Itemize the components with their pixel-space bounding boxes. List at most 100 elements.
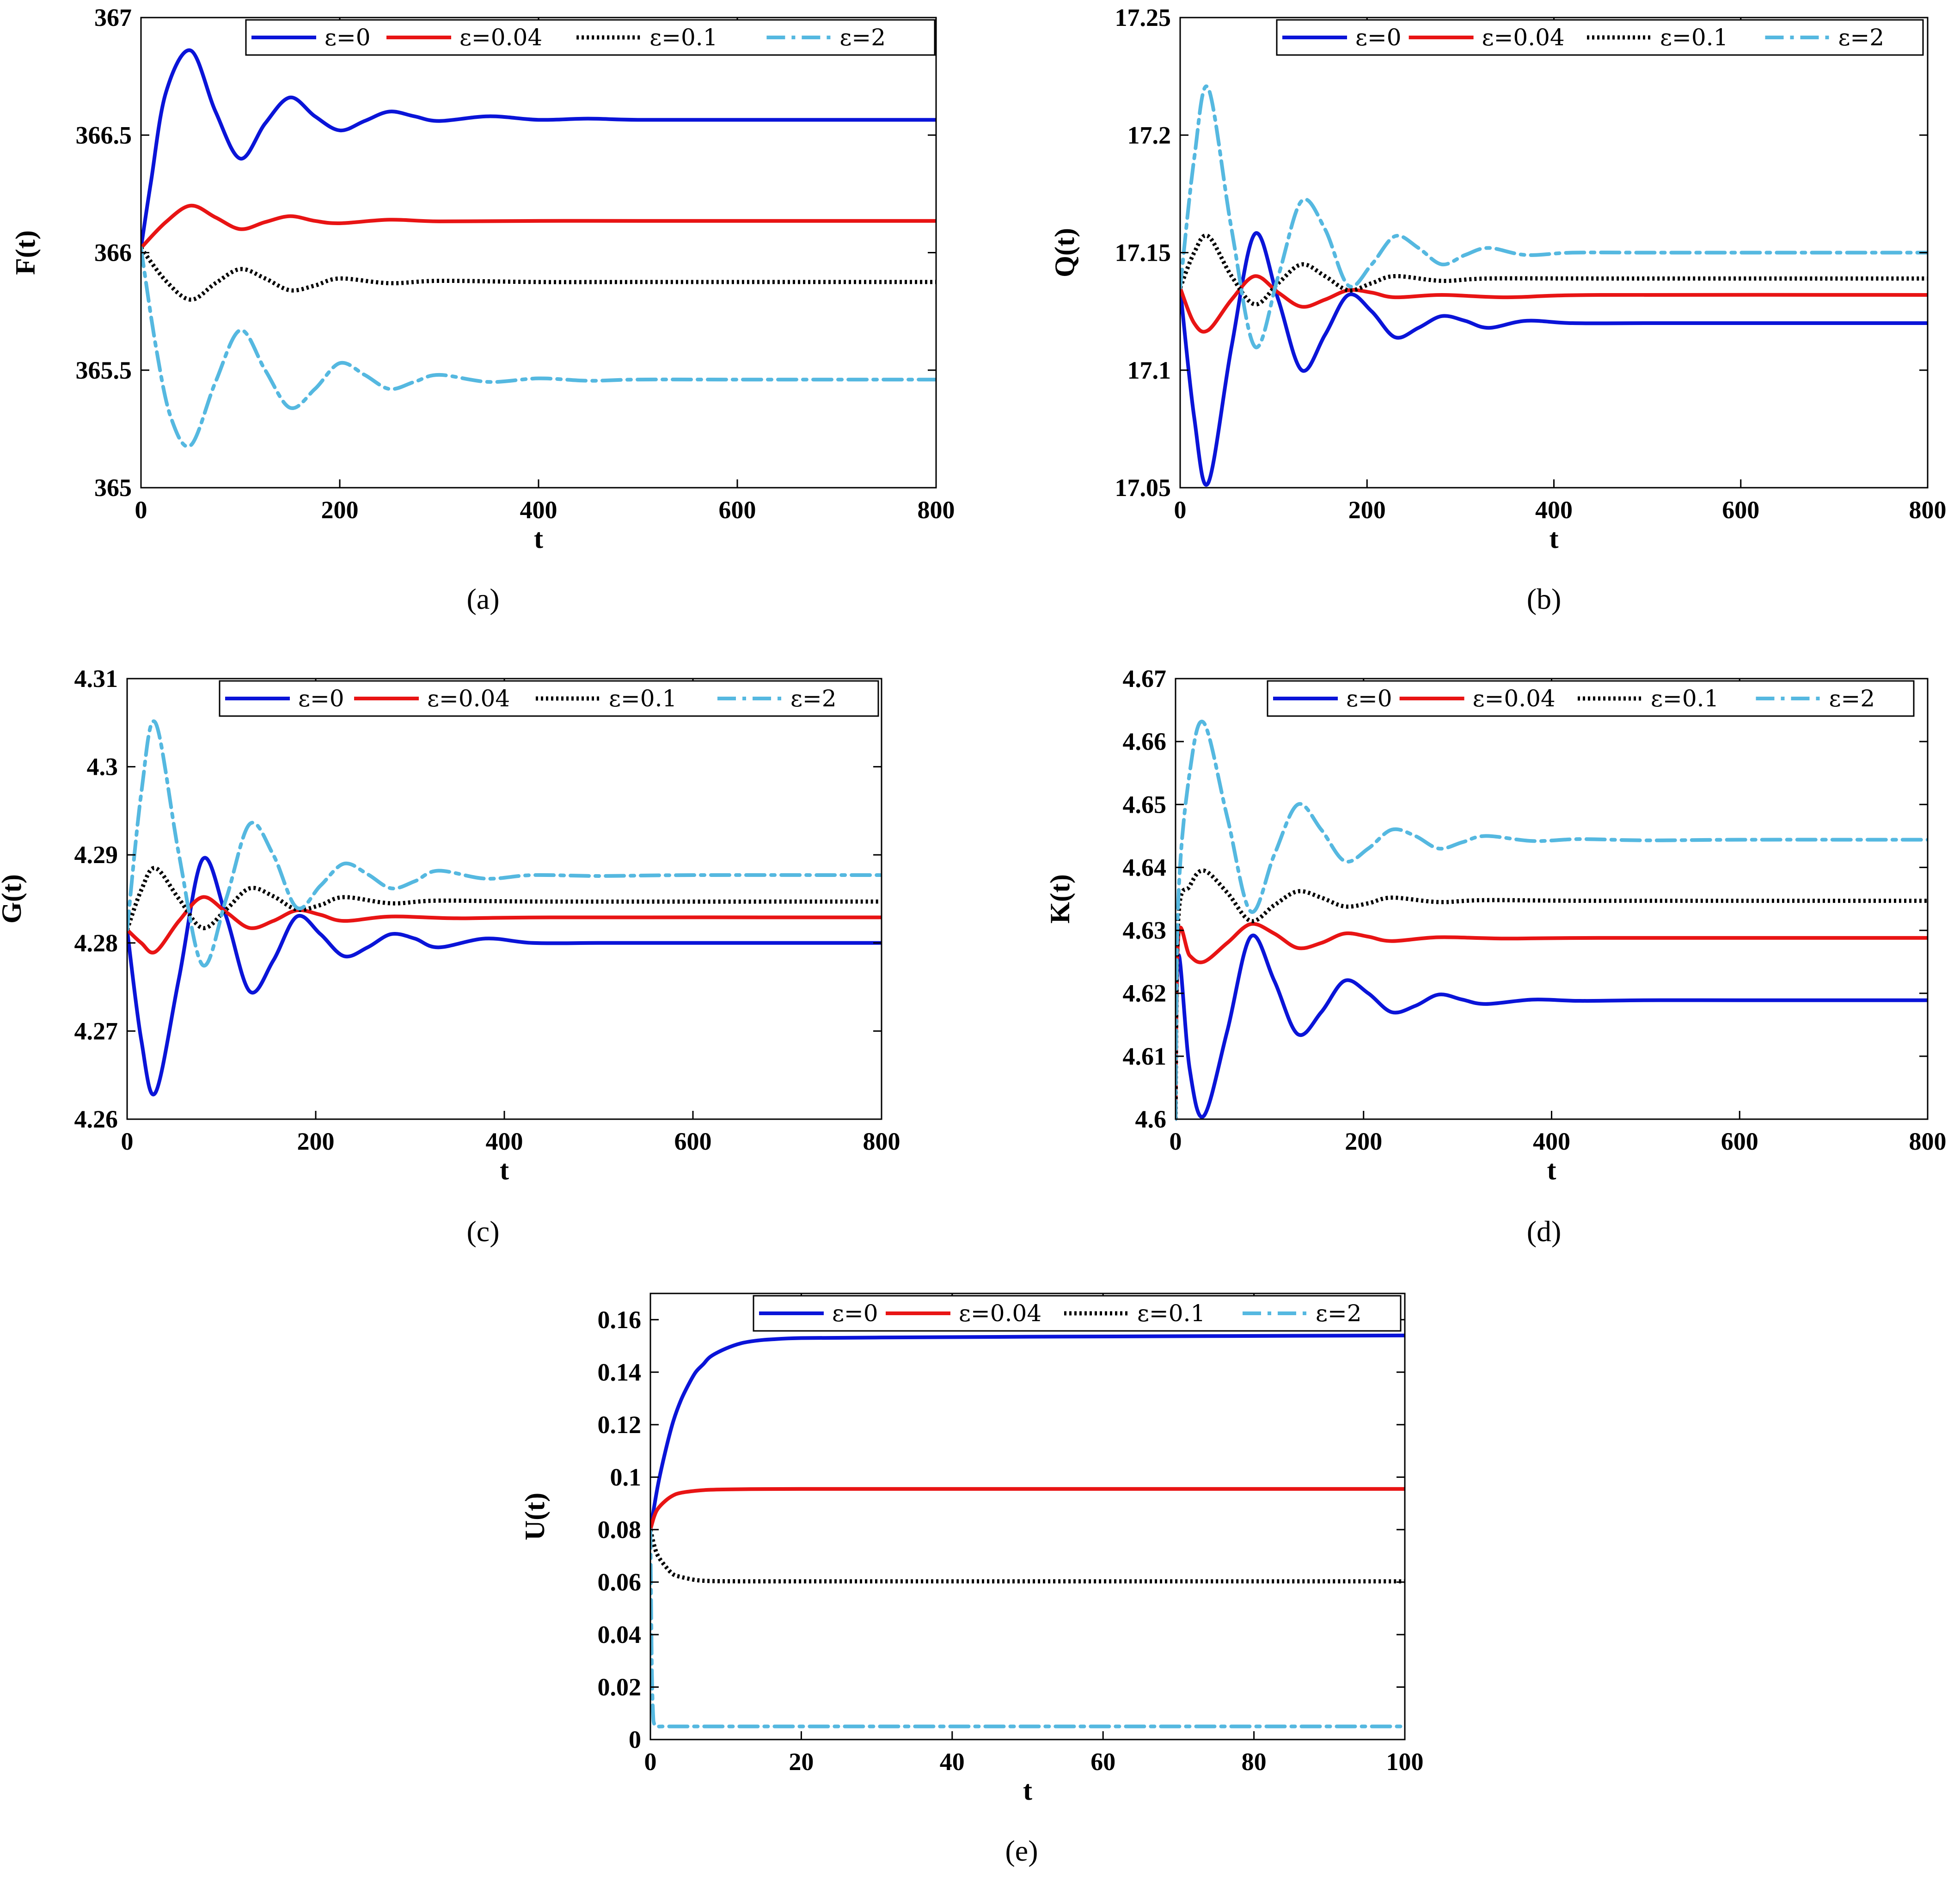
x-tick-label: 200: [297, 1127, 335, 1155]
legend-entry-2: ε=0.1: [1651, 685, 1719, 712]
legend-entry-2: ε=0.1: [1660, 24, 1728, 51]
legend-entry-3: ε=2: [839, 24, 886, 51]
y-tick-label: 4.26: [74, 1105, 118, 1133]
chart-panel-d: 0 200 400 600 800 4.6 4.61 4.62 4.63 4.64 4.65 4.66…: [1045, 665, 1947, 1248]
y-tick-label: 0.08: [598, 1516, 642, 1544]
x-tick-label: 600: [719, 496, 756, 524]
x-axis-label: t: [1547, 1155, 1556, 1185]
y-tick-label: 4.61: [1123, 1042, 1167, 1070]
x-tick-label: 20: [789, 1748, 814, 1776]
legend-a: ε=0 ε=0.04 ε=0.1 ε=2: [245, 19, 936, 56]
series-line-d-0: [1176, 933, 1928, 1121]
panel-label-c: (c): [466, 1215, 499, 1248]
series-line-a-3: [141, 246, 936, 448]
x-axis-label: t: [534, 523, 543, 554]
x-axis-label: t: [1023, 1775, 1032, 1806]
legend-entry-2: ε=0.1: [649, 24, 717, 51]
series-line-e-2: [650, 1529, 1405, 1584]
legend-entry-3: ε=2: [790, 685, 837, 712]
plot-frame-a: [140, 17, 937, 489]
y-tick-label: 4.63: [1123, 917, 1167, 944]
x-tick-label: 400: [486, 1127, 523, 1155]
x-tick-label: 0: [135, 496, 147, 524]
x-tick-label: 200: [1345, 1127, 1382, 1155]
x-tick-label: 800: [1909, 1127, 1947, 1155]
x-tick-label: 200: [321, 496, 359, 524]
legend-entry-1: ε=0.04: [427, 685, 510, 712]
series-line-e-1: [650, 1487, 1405, 1532]
y-tick-label: 0.16: [598, 1306, 642, 1334]
y-tick-label: 0.04: [598, 1621, 642, 1648]
x-tick-label: 60: [1090, 1748, 1115, 1776]
y-tick-label: 4.27: [74, 1017, 118, 1045]
y-tick-label: 17.2: [1127, 121, 1171, 149]
panel-label-d: (d): [1527, 1215, 1562, 1248]
legend-entry-1: ε=0.04: [1482, 24, 1565, 51]
y-tick-label: 4.29: [74, 841, 118, 869]
legend-entry-3: ε=2: [1838, 24, 1884, 51]
series-line-a-1: [141, 203, 936, 250]
y-tick-label: 365: [94, 474, 132, 502]
chart-panel-a: 0 200 400 600 800 365 365.5 366 366.5 367 t F(t) (a)…: [10, 4, 955, 615]
legend-entry-0: ε=0: [298, 685, 344, 712]
y-tick-label: 17.15: [1115, 239, 1171, 267]
legend-entry-2: ε=0.1: [609, 685, 677, 712]
y-tick-label: 4.6: [1135, 1105, 1167, 1133]
x-tick-label: 600: [674, 1127, 712, 1155]
y-axis-label: Q(t): [1049, 228, 1080, 277]
series-line-d-3: [1176, 719, 1928, 1121]
y-tick-label: 0.14: [598, 1358, 642, 1386]
y-tick-label: 0.06: [598, 1568, 642, 1596]
x-tick-label: 800: [1909, 496, 1947, 524]
legend-entry-0: ε=0: [832, 1300, 878, 1327]
chart-panel-b: 0 200 400 600 800 17.05 17.1 17.15 17.2 17.25 t Q(t…: [1049, 4, 1947, 615]
x-tick-label: 0: [1170, 1127, 1182, 1155]
y-tick-label: 4.65: [1123, 790, 1167, 818]
series-line-c-1: [127, 895, 882, 955]
y-tick-label: 365.5: [76, 356, 132, 384]
x-axis-label: t: [500, 1155, 509, 1185]
legend-c: ε=0 ε=0.04 ε=0.1 ε=2: [219, 680, 879, 717]
series-line-d-2: [1176, 868, 1928, 1120]
x-tick-label: 40: [940, 1748, 965, 1776]
y-tick-label: 17.1: [1127, 356, 1171, 384]
series-line-a-2: [141, 246, 936, 302]
x-tick-label: 0: [644, 1748, 657, 1776]
y-tick-label: 366.5: [76, 121, 132, 149]
legend-entry-2: ε=0.1: [1137, 1300, 1205, 1327]
y-tick-label: 17.05: [1115, 474, 1171, 502]
y-tick-label: 17.25: [1115, 4, 1171, 31]
y-tick-label: 0.02: [598, 1673, 642, 1701]
series-line-b-3: [1180, 84, 1928, 349]
panel-label-e: (e): [1005, 1834, 1038, 1867]
legend-entry-3: ε=2: [1316, 1300, 1362, 1327]
legend-entry-3: ε=2: [1829, 685, 1875, 712]
series-line-e-0: [650, 1333, 1405, 1532]
x-tick-label: 600: [1721, 1127, 1758, 1155]
chart-panel-e: 0 20 40 60 80 100 0 0.02 0.04 0.06 0.08 0.1 0.12 0.14…: [520, 1293, 1424, 1867]
x-tick-label: 600: [1722, 496, 1759, 524]
series-line-b-2: [1180, 233, 1928, 306]
legend-entry-0: ε=0: [1355, 24, 1402, 51]
legend-e: ε=0 ε=0.04 ε=0.1 ε=2: [753, 1295, 1402, 1332]
legend-entry-1: ε=0.04: [1473, 685, 1556, 712]
legend-entry-1: ε=0.04: [959, 1300, 1041, 1327]
chart-panel-c: 0 200 400 600 800 4.26 4.27 4.28 4.29 4.3 4.31 t G(t…: [0, 665, 900, 1248]
y-tick-label: 0.12: [598, 1411, 642, 1439]
y-tick-label: 367: [94, 4, 132, 31]
y-tick-label: 4.67: [1123, 665, 1167, 692]
x-tick-label: 800: [863, 1127, 900, 1155]
plot-frame-e: [649, 1293, 1406, 1740]
legend-d: ε=0 ε=0.04 ε=0.1 ε=2: [1267, 680, 1915, 717]
y-tick-label: 0: [629, 1726, 641, 1753]
panel-label-b: (b): [1527, 582, 1562, 615]
x-tick-label: 400: [1533, 1127, 1570, 1155]
x-tick-label: 400: [520, 496, 557, 524]
legend-entry-1: ε=0.04: [459, 24, 542, 51]
y-tick-label: 4.62: [1123, 980, 1167, 1007]
x-tick-label: 100: [1386, 1748, 1424, 1776]
series-line-e-3: [650, 1527, 1405, 1729]
y-tick-label: 4.31: [74, 665, 118, 692]
legend-entry-0: ε=0: [325, 24, 371, 51]
